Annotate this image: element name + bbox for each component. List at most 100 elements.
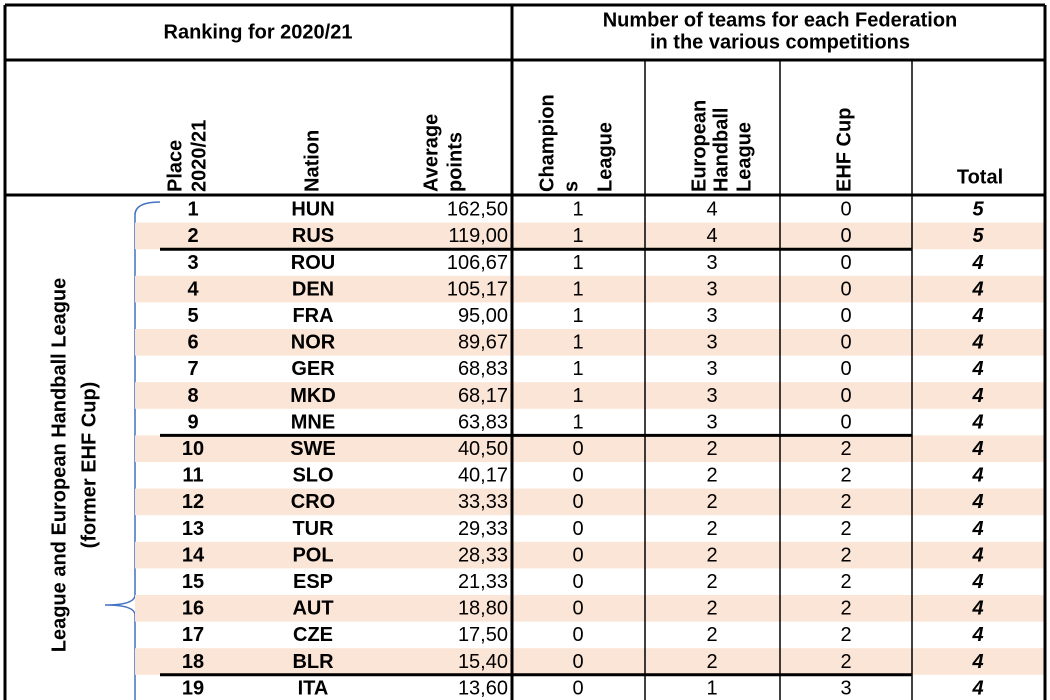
nation: RUS — [292, 225, 334, 247]
ehf-cup: 2 — [840, 438, 851, 460]
total: 4 — [971, 278, 983, 300]
ehf-cup: 2 — [840, 518, 851, 540]
place: 9 — [187, 411, 198, 433]
column-header: League — [594, 122, 616, 192]
average-points: 33,33 — [458, 491, 508, 513]
nation: CRO — [291, 491, 335, 513]
column-header: League — [733, 122, 755, 192]
nation: SLO — [292, 465, 333, 487]
nation: GER — [291, 358, 335, 380]
champions-league: 1 — [572, 358, 583, 380]
champions-league: 0 — [572, 491, 583, 513]
place: 10 — [182, 438, 204, 460]
ehf-cup: 0 — [840, 278, 851, 300]
place: 19 — [182, 677, 204, 699]
row-stripe — [135, 329, 1045, 356]
teams-title: Number of teams for each Federation — [603, 9, 958, 31]
total: 4 — [971, 624, 983, 646]
row-stripe — [135, 435, 1045, 462]
nation: TUR — [292, 518, 334, 540]
champions-league: 1 — [572, 385, 583, 407]
place: 1 — [187, 199, 198, 221]
european-handball-league: 3 — [706, 358, 717, 380]
average-points: 13,60 — [458, 677, 508, 699]
place: 4 — [187, 278, 199, 300]
champions-league: 1 — [572, 225, 583, 247]
champions-league: 1 — [572, 305, 583, 327]
ranking-title: Ranking for 2020/21 — [164, 21, 353, 43]
european-handball-league: 2 — [706, 598, 717, 620]
champions-league: 0 — [572, 624, 583, 646]
place: 3 — [187, 252, 198, 274]
row-stripe — [135, 222, 1045, 250]
nation: AUT — [292, 598, 333, 620]
european-handball-league: 2 — [706, 491, 717, 513]
row-stripe — [135, 541, 1045, 569]
column-header: 2020/21 — [188, 120, 210, 192]
nation: NOR — [291, 332, 336, 354]
european-handball-league: 3 — [706, 278, 717, 300]
european-handball-league: 3 — [706, 385, 717, 407]
nation: MKD — [290, 385, 336, 407]
place: 15 — [182, 571, 204, 593]
average-points: 68,83 — [458, 358, 508, 380]
column-header: European — [688, 100, 710, 192]
total: 4 — [971, 385, 983, 407]
nation: ITA — [298, 677, 329, 699]
nation: ESP — [293, 571, 333, 593]
ehf-cup: 0 — [840, 225, 851, 247]
european-handball-league: 3 — [706, 252, 717, 274]
column-header: Handball — [710, 108, 732, 192]
ehf-cup: 0 — [840, 252, 851, 274]
champions-league: 1 — [572, 252, 583, 274]
european-handball-league: 1 — [706, 677, 717, 699]
place: 12 — [182, 491, 204, 513]
column-header: League and European Handball League — [48, 278, 70, 653]
total: 4 — [971, 465, 983, 487]
nation: SWE — [290, 438, 336, 460]
ehf-cup: 2 — [840, 571, 851, 593]
champions-league: 0 — [572, 651, 583, 673]
row-stripe — [135, 648, 1045, 675]
ehf-cup: 2 — [840, 624, 851, 646]
ehf-cup: 2 — [840, 544, 851, 566]
average-points: 162,50 — [447, 199, 508, 221]
european-handball-league: 2 — [706, 544, 717, 566]
european-handball-league: 2 — [706, 438, 717, 460]
ehf-cup: 2 — [840, 651, 851, 673]
champions-league: 0 — [572, 598, 583, 620]
column-header: Place — [164, 140, 186, 192]
place: 14 — [182, 544, 205, 566]
champions-league: 0 — [572, 571, 583, 593]
brace — [104, 201, 161, 700]
champions-league: 0 — [572, 544, 583, 566]
row-stripe — [135, 488, 1045, 516]
champions-league: 0 — [572, 518, 583, 540]
european-handball-league: 3 — [706, 332, 717, 354]
champions-league: 1 — [572, 278, 583, 300]
column-header: Champion — [536, 94, 558, 192]
total: 4 — [971, 305, 983, 327]
place: 13 — [182, 518, 204, 540]
champions-league: 1 — [572, 199, 583, 221]
row-stripe — [135, 275, 1045, 303]
total: 4 — [971, 677, 983, 699]
average-points: 106,67 — [447, 252, 508, 274]
average-points: 15,40 — [458, 651, 508, 673]
average-points: 119,00 — [448, 225, 508, 247]
total: 5 — [972, 199, 984, 221]
total: 4 — [971, 544, 983, 566]
european-handball-league: 2 — [706, 651, 717, 673]
champions-league: 0 — [572, 438, 583, 460]
european-handball-league: 4 — [706, 199, 717, 221]
ehf-cup: 0 — [840, 332, 851, 354]
average-points: 89,67 — [458, 332, 508, 354]
european-handball-league: 3 — [706, 305, 717, 327]
nation: ROU — [291, 252, 335, 274]
total: 4 — [971, 598, 983, 620]
ehf-cup: 3 — [840, 677, 851, 699]
ehf-cup: 0 — [840, 358, 851, 380]
average-points: 18,80 — [458, 598, 508, 620]
nation: MNE — [291, 411, 335, 433]
place: 7 — [187, 358, 198, 380]
